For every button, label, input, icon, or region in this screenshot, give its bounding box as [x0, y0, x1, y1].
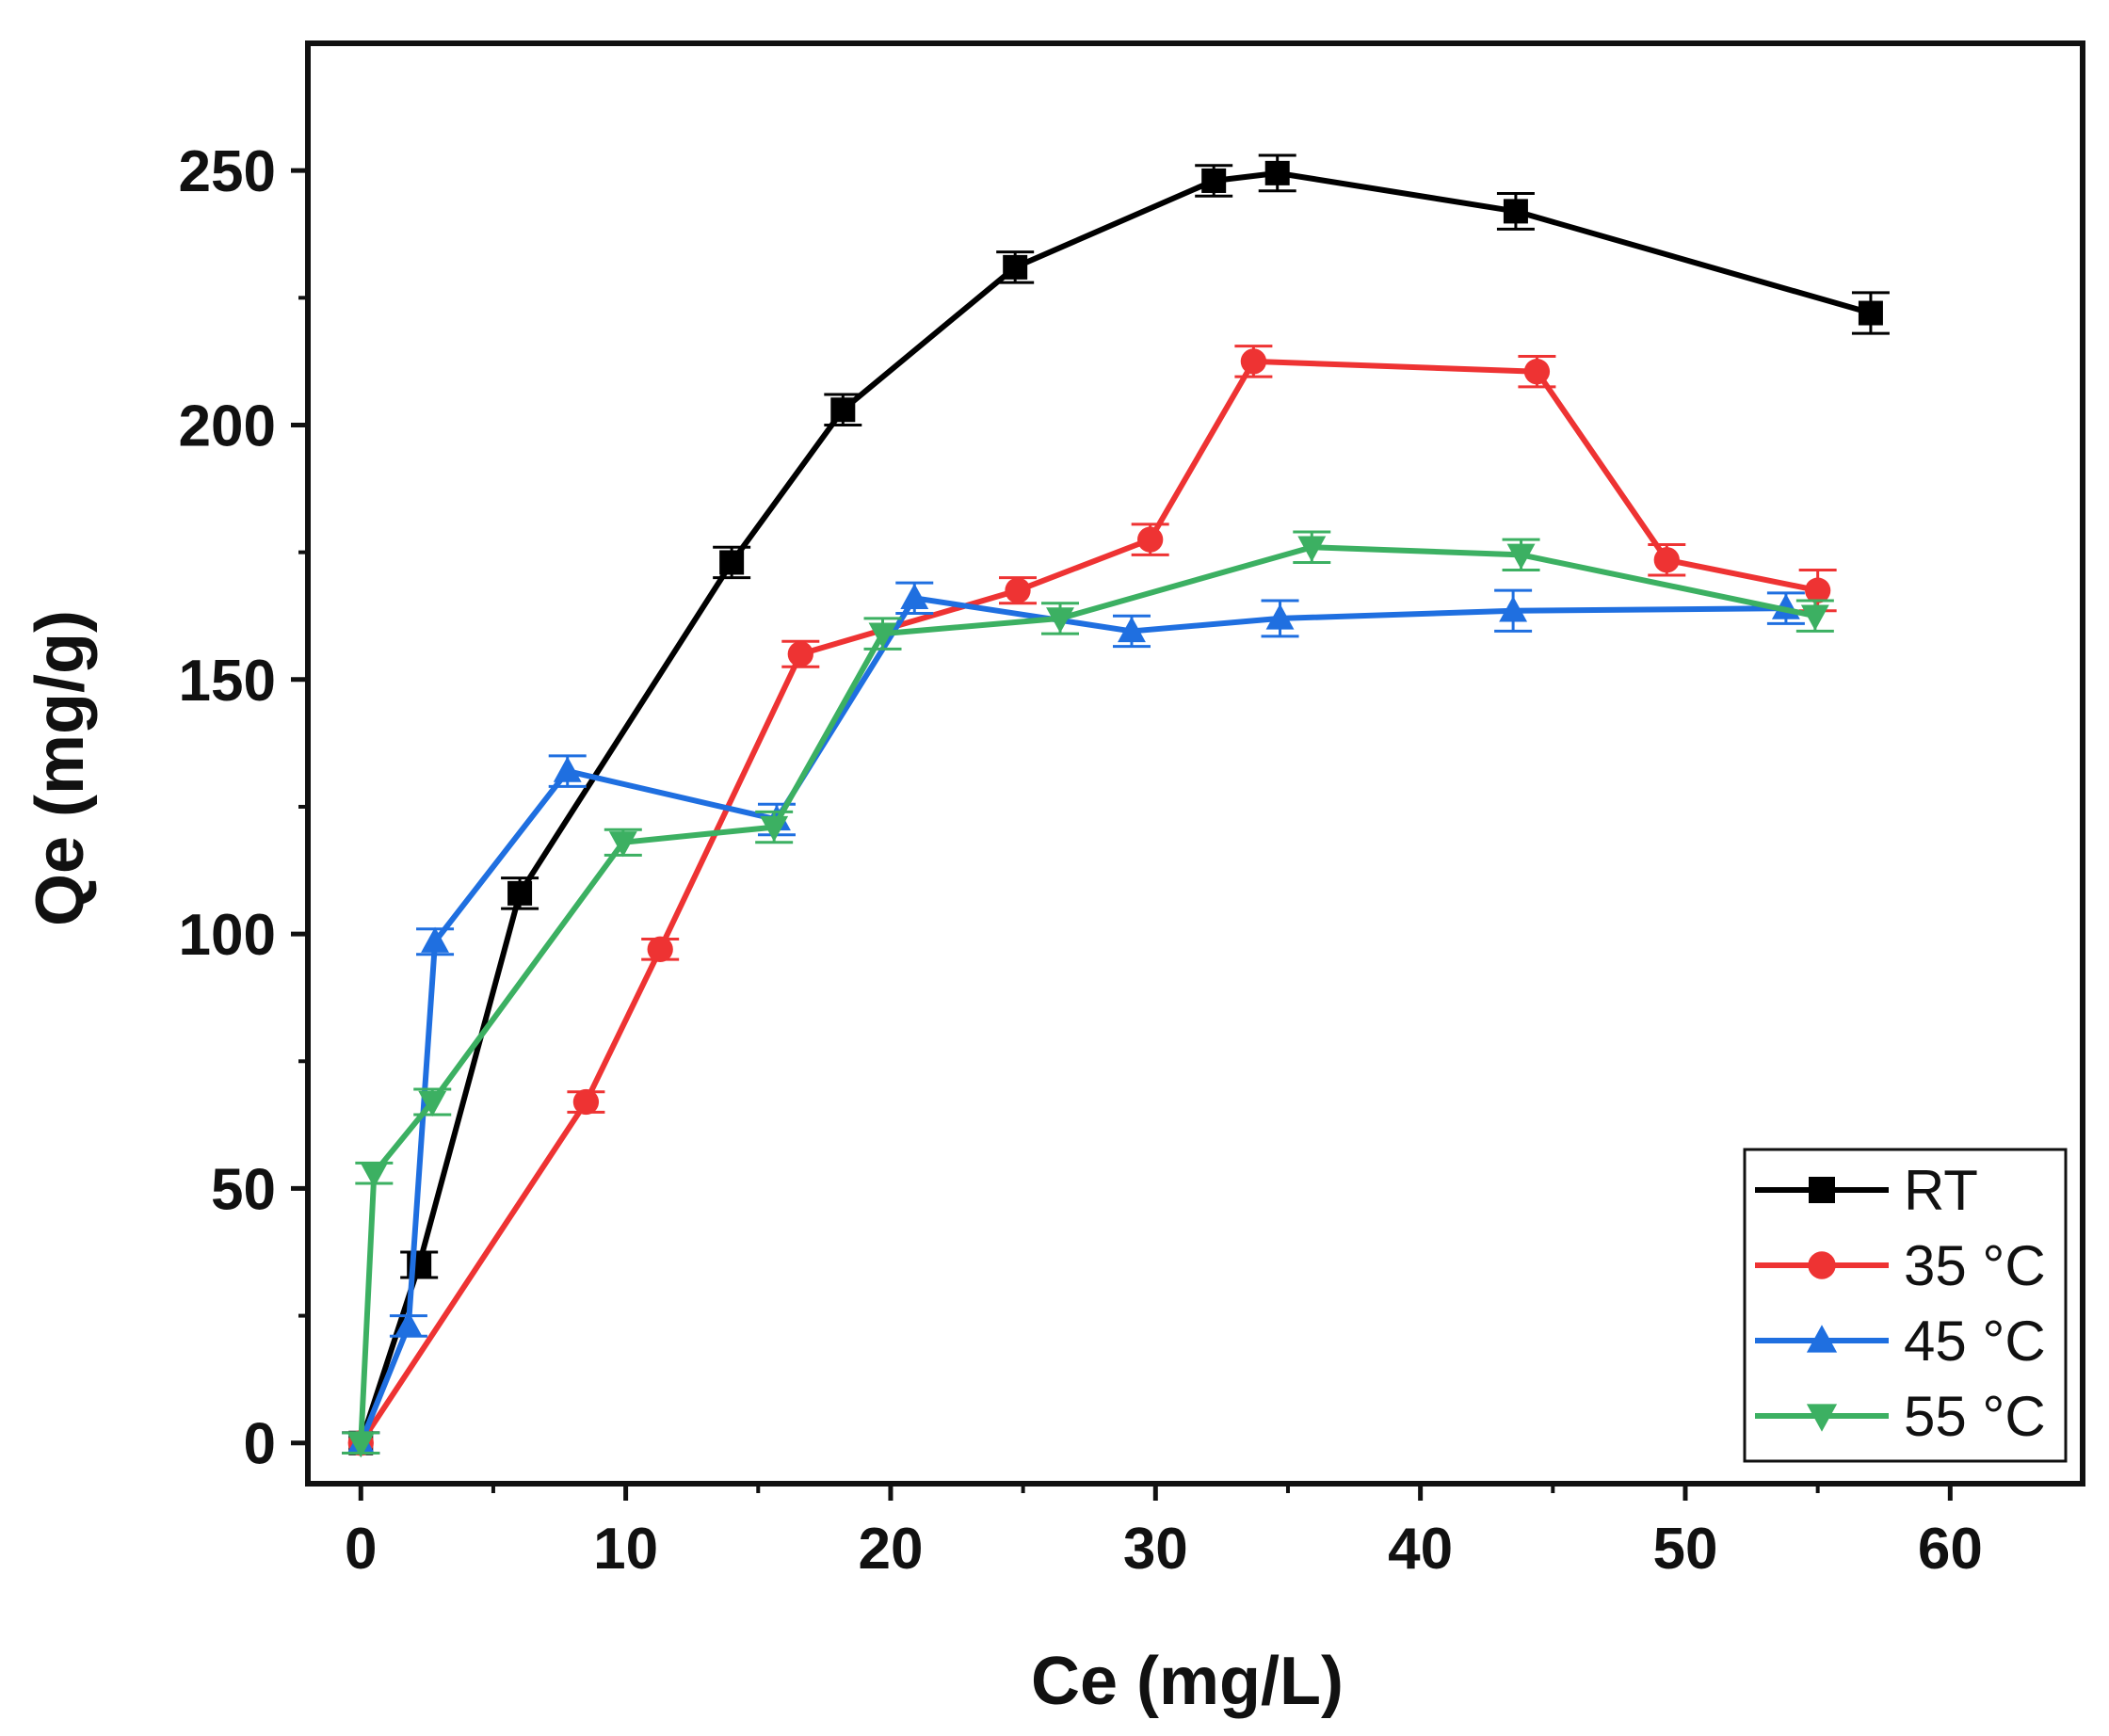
data-point — [1265, 603, 1295, 630]
series-line — [358, 595, 1786, 1444]
data-point — [418, 1090, 447, 1117]
y-tick-label: 200 — [179, 394, 276, 458]
legend-box — [1743, 1148, 2068, 1463]
y-tick-label: 100 — [179, 903, 276, 968]
data-point — [719, 550, 745, 575]
data-point — [1653, 547, 1680, 573]
x-tick-label: 30 — [1123, 1517, 1188, 1582]
data-point — [760, 815, 789, 843]
series-1 — [342, 153, 1890, 1455]
data-point — [787, 641, 813, 667]
data-point — [1800, 604, 1829, 631]
y-tick-label: 250 — [179, 139, 276, 204]
legend: RT 35 °C 45 °C 55 °C — [1743, 1148, 2068, 1463]
series-line — [358, 544, 1816, 1443]
series-layer — [342, 153, 1890, 1458]
data-point — [553, 756, 582, 782]
data-point — [1523, 359, 1551, 385]
data-point — [394, 1310, 423, 1338]
data-point — [572, 1088, 600, 1116]
x-tick-label: 50 — [1653, 1517, 1718, 1582]
x-tick-label: 20 — [858, 1517, 923, 1582]
x-axis: 0 10 20 30 40 50 60 — [345, 1484, 1983, 1582]
x-axis-title: Ce (mg/L) — [1031, 1644, 1344, 1719]
x-tick-label: 60 — [1918, 1517, 1983, 1582]
data-point — [1003, 254, 1028, 280]
data-point — [1264, 160, 1290, 185]
data-point — [507, 880, 533, 906]
data-point — [1201, 168, 1227, 193]
data-point — [1858, 300, 1883, 326]
data-point — [360, 1162, 389, 1188]
data-point — [421, 926, 449, 953]
legend-marker — [1809, 1177, 1835, 1203]
data-point — [1499, 596, 1528, 622]
x-tick-label: 10 — [593, 1517, 658, 1582]
plot-frame — [305, 40, 2085, 1487]
legend-label: 35 °C — [1904, 1234, 2046, 1297]
data-point — [868, 622, 897, 649]
x-tick-label: 40 — [1388, 1517, 1453, 1582]
legend-marker — [1808, 1251, 1836, 1279]
y-tick-label: 50 — [211, 1157, 276, 1222]
data-point — [1297, 536, 1327, 562]
series-line — [358, 169, 1872, 1444]
data-point — [1503, 199, 1528, 224]
legend-label: 55 °C — [1904, 1385, 2046, 1448]
data-point — [1805, 577, 1831, 603]
data-point — [1506, 543, 1536, 570]
legend-marker — [1806, 1325, 1838, 1353]
y-axis-title: Qe (mg/g) — [23, 610, 98, 926]
data-point — [608, 831, 637, 858]
series-2 — [342, 345, 1837, 1456]
data-point — [1046, 607, 1074, 634]
y-axis: 0 50 100 150 200 250 — [179, 139, 308, 1477]
x-tick-label: 0 — [345, 1517, 377, 1582]
data-point — [1118, 616, 1146, 643]
y-tick-label: 0 — [244, 1412, 276, 1477]
data-point — [900, 583, 929, 609]
series-3 — [342, 581, 1805, 1455]
data-point — [647, 936, 673, 962]
series-4 — [342, 530, 1834, 1458]
data-point — [1137, 526, 1164, 553]
series-line — [358, 358, 1819, 1445]
data-point — [346, 1432, 376, 1458]
data-point — [830, 397, 856, 423]
y-tick-label: 150 — [179, 649, 276, 714]
legend-marker — [1806, 1404, 1838, 1432]
legend-label: 45 °C — [1904, 1310, 2046, 1373]
legend-label: RT — [1904, 1159, 1978, 1222]
data-point — [1005, 577, 1031, 603]
data-point — [1240, 348, 1267, 375]
